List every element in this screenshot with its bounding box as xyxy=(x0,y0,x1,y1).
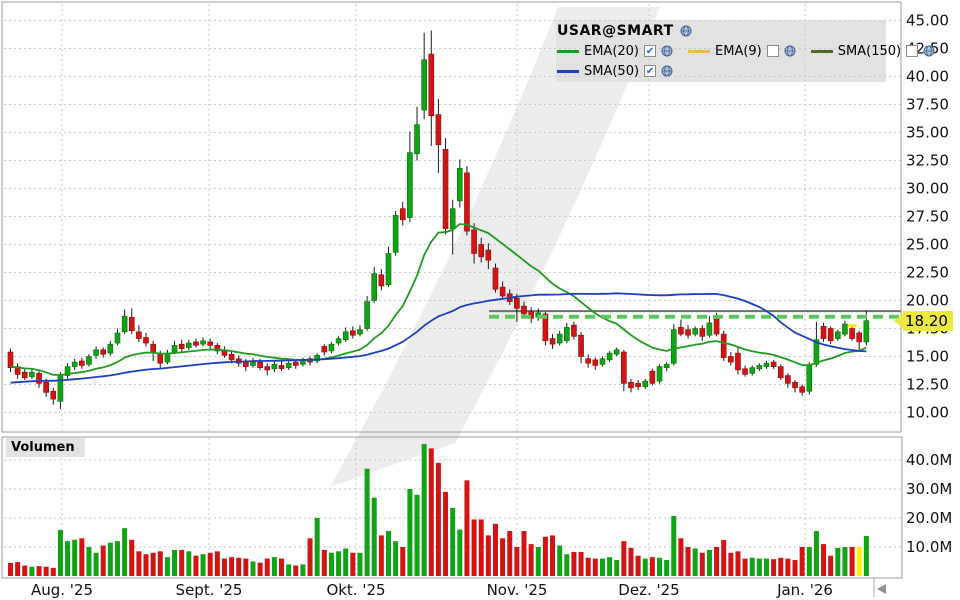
svg-text:37.50: 37.50 xyxy=(906,96,949,114)
yellow-price-marker xyxy=(847,324,857,328)
globe-icon[interactable] xyxy=(784,45,796,57)
svg-text:12.50: 12.50 xyxy=(906,376,949,394)
sma50-label: SMA(50) xyxy=(584,63,640,79)
svg-text:10.00: 10.00 xyxy=(906,404,949,422)
legend-indicator-row-2: SMA(50) ✔ xyxy=(557,61,885,81)
price-tag-arrow-icon xyxy=(894,314,903,328)
svg-text:32.50: 32.50 xyxy=(906,152,949,170)
svg-text:22.50: 22.50 xyxy=(906,264,949,282)
ema20-checkbox[interactable]: ✔ xyxy=(644,45,657,57)
svg-text:Okt. '25: Okt. '25 xyxy=(326,581,385,599)
last-price-value: 18.20 xyxy=(903,311,953,331)
candlestick-series[interactable] xyxy=(7,30,870,410)
globe-icon[interactable] xyxy=(923,45,935,57)
gridlines xyxy=(4,4,901,577)
volume-axis-labels: 40.0M 30.0M 20.0M 10.0M xyxy=(906,451,952,556)
svg-text:35.00: 35.00 xyxy=(906,124,949,142)
ema20-label: EMA(20) xyxy=(584,43,640,59)
volume-panel-border xyxy=(1,436,903,579)
price-panel-border xyxy=(1,1,902,433)
svg-text:Dez. '25: Dez. '25 xyxy=(618,581,679,599)
globe-icon[interactable] xyxy=(661,65,673,77)
price-axis-labels: 45.0042.5040.0037.5035.0032.5030.0027.50… xyxy=(906,12,949,422)
svg-text:Sept. '25: Sept. '25 xyxy=(176,581,243,599)
svg-text:Aug. '25: Aug. '25 xyxy=(31,581,93,599)
svg-text:40.00: 40.00 xyxy=(906,68,949,86)
svg-text:20.00: 20.00 xyxy=(906,292,949,310)
svg-text:25.00: 25.00 xyxy=(906,236,949,254)
legend-item-sma150: SMA(150) xyxy=(810,43,935,59)
scroll-left-arrow-icon[interactable] xyxy=(877,584,886,594)
svg-text:15.00: 15.00 xyxy=(906,348,949,366)
globe-icon[interactable] xyxy=(680,25,692,37)
svg-text:10.0M: 10.0M xyxy=(906,538,952,556)
volume-panel-title: Volumen xyxy=(6,438,85,457)
svg-text:27.50: 27.50 xyxy=(906,208,949,226)
ema9-label: EMA(9) xyxy=(715,43,762,59)
svg-text:30.00: 30.00 xyxy=(906,180,949,198)
legend-box: USAR@SMART EMA(20) ✔ EMA(9) SMA(150) xyxy=(557,21,935,82)
last-price-label: 18.20 xyxy=(894,311,953,331)
volume-series[interactable] xyxy=(8,444,869,576)
sma150-line-swatch xyxy=(810,49,833,53)
x-axis-labels: Aug. '25 Sept. '25 Okt. '25 Nov. '25 Dez. '2… xyxy=(31,581,833,599)
ema9-checkbox[interactable] xyxy=(766,45,779,57)
legend-symbol-row: USAR@SMART xyxy=(557,21,885,41)
sma50-checkbox[interactable]: ✔ xyxy=(644,65,657,77)
svg-text:20.0M: 20.0M xyxy=(906,509,952,527)
legend-indicator-row-1: EMA(20) ✔ EMA(9) SMA(150) xyxy=(557,41,935,61)
legend-item-sma50: SMA(50) ✔ xyxy=(557,64,673,79)
sma50-line xyxy=(10,292,867,384)
svg-text:30.0M: 30.0M xyxy=(906,480,952,498)
legend-item-ema20: EMA(20) ✔ xyxy=(557,44,673,59)
svg-text:45.00: 45.00 xyxy=(906,12,949,30)
svg-text:Nov. '25: Nov. '25 xyxy=(487,581,548,599)
svg-text:Jan. '26: Jan. '26 xyxy=(776,581,833,599)
watermark-slash xyxy=(330,7,660,487)
ema20-line-swatch xyxy=(557,49,579,53)
legend-item-ema9: EMA(9) xyxy=(688,44,796,59)
sma150-label: SMA(150) xyxy=(837,43,902,59)
sma150-checkbox[interactable] xyxy=(906,45,919,57)
globe-icon[interactable] xyxy=(661,45,673,57)
ema9-line-swatch xyxy=(688,49,711,53)
svg-text:40.0M: 40.0M xyxy=(906,451,952,469)
sma50-line-swatch xyxy=(557,69,579,73)
symbol-label: USAR@SMART xyxy=(557,23,674,39)
ema20-line xyxy=(10,223,867,376)
